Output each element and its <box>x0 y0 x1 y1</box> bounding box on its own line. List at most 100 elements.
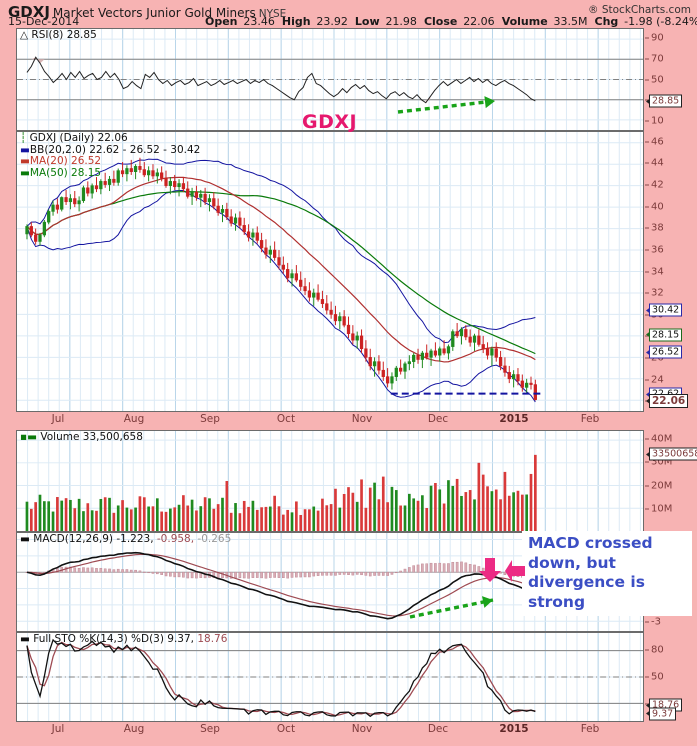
axis-tick <box>645 461 649 463</box>
candlestick <box>29 222 33 238</box>
candlestick <box>455 323 459 339</box>
candlestick <box>446 344 451 360</box>
candlestick <box>129 159 133 175</box>
axis-tick-label: 44 <box>651 157 664 169</box>
candlestick <box>303 277 307 296</box>
macd-note-line: divergence is <box>528 573 645 591</box>
axis-value-flag: 33500658 <box>645 447 697 461</box>
volume-plot <box>17 431 643 531</box>
axis-tick <box>645 206 649 208</box>
candlestick <box>47 209 51 225</box>
candlestick <box>207 194 212 212</box>
candlestick <box>329 301 333 319</box>
candlestick <box>355 331 359 349</box>
candlestick <box>199 189 203 208</box>
x-axis-label: Oct <box>276 413 296 425</box>
candlestick <box>468 329 472 347</box>
volume-panel: ▪▬ Volume 33,500,658 <box>16 430 644 532</box>
quote-label: Close <box>423 15 462 28</box>
candlestick <box>173 174 177 190</box>
axis-tick <box>645 271 649 272</box>
volume-legend: ▪▬ Volume 33,500,658 <box>20 431 143 444</box>
axis-tick-label: 42 <box>651 179 664 191</box>
candlestick <box>212 192 216 210</box>
axis-tick-label: 40 <box>651 201 664 213</box>
candlestick <box>407 355 411 371</box>
candlestick <box>342 310 346 328</box>
candlestick <box>229 209 233 227</box>
axis-tick-label: 34 <box>651 266 664 277</box>
candlestick <box>372 357 377 377</box>
candlestick <box>425 344 429 360</box>
axis-value-flag: 26.52 <box>645 345 683 359</box>
stockcharts-credit: ® StockCharts.com <box>588 4 691 16</box>
candlestick <box>181 177 186 193</box>
axis-tick <box>645 508 649 510</box>
rsi-legend: △ RSI(8) 28.85 <box>20 29 97 42</box>
candlestick <box>38 232 42 246</box>
candlestick <box>146 166 151 182</box>
candlestick <box>359 329 364 354</box>
candlestick <box>533 379 537 401</box>
candlestick <box>216 198 220 216</box>
axis-tick-label: 38 <box>651 222 664 234</box>
axis-tick <box>645 227 649 229</box>
candlestick <box>477 329 481 347</box>
price-legend-title: GDXJ (Daily) 22.06 <box>29 132 128 144</box>
axis-tick <box>645 292 649 294</box>
candlestick <box>94 177 99 193</box>
candlestick <box>494 342 498 362</box>
volume-legend-icon: ▪▬ <box>20 431 38 443</box>
axis-tick <box>645 184 649 186</box>
candlestick <box>281 256 285 274</box>
x-axis-label: Sep <box>200 413 220 425</box>
candlestick <box>507 365 511 384</box>
candlestick <box>320 290 325 308</box>
x-axis-label: 2015 <box>499 723 529 735</box>
price-legend-icon: ┆ <box>20 132 27 144</box>
quote-value: -1.98 (-8.24%) <box>624 15 697 28</box>
candlestick <box>133 164 138 180</box>
axis-tick <box>645 120 649 122</box>
candlestick <box>346 316 351 339</box>
candlestick <box>25 224 29 240</box>
axis-value-flag: 30.42 <box>645 303 683 317</box>
price-y-axis: 4644424038363432302826242230.4228.1526.5… <box>645 131 697 412</box>
price-legend-ma50-row: ▬MA(50) 28.15 <box>20 167 200 180</box>
axis-value-flag: 9.37 <box>645 707 677 721</box>
axis-tick <box>645 649 649 651</box>
candlestick <box>299 271 303 291</box>
candlestick <box>390 372 394 390</box>
candlestick <box>246 224 251 242</box>
macd-legend-icon: ▬ <box>20 533 30 545</box>
candlestick <box>255 226 259 244</box>
x-axis-label: Nov <box>351 723 373 735</box>
exchange-name: NYSE <box>258 8 287 20</box>
candlestick <box>394 365 398 381</box>
sto-legend-d: 18.76 <box>194 633 228 645</box>
candlestick <box>107 175 112 192</box>
axis-tick <box>645 162 649 164</box>
candlestick <box>490 346 494 366</box>
quote-label: Volume <box>501 15 552 28</box>
axis-tick <box>645 676 649 678</box>
candlestick <box>268 245 272 263</box>
candlestick <box>120 162 125 178</box>
quote-value: 33.5M <box>553 15 588 28</box>
candlestick <box>364 340 368 362</box>
axis-tick-label: 50 <box>651 74 664 85</box>
price-x-axis: Jul Aug Sep Oct Nov Dec 2015 Feb <box>16 413 644 427</box>
macd-note-line: strong <box>528 592 586 611</box>
price-panel: ┆ GDXJ (Daily) 22.06 ▬BB(20,2.0) 22.62 -… <box>16 131 644 412</box>
candlestick <box>164 170 168 188</box>
quote-label: High <box>281 15 315 28</box>
axis-value-flag: 28.15 <box>645 328 683 342</box>
quote-value: 21.98 <box>385 15 417 28</box>
ma20-swatch: ▬ <box>20 155 30 167</box>
sto-legend-icon: ▬ <box>20 633 30 645</box>
candlestick <box>290 269 294 287</box>
candlestick <box>438 346 442 362</box>
axis-tick <box>645 37 649 39</box>
sto-legend-main: Full STO %K(14,3) %D(3) 9.37, <box>33 633 195 645</box>
candlestick <box>264 239 268 259</box>
